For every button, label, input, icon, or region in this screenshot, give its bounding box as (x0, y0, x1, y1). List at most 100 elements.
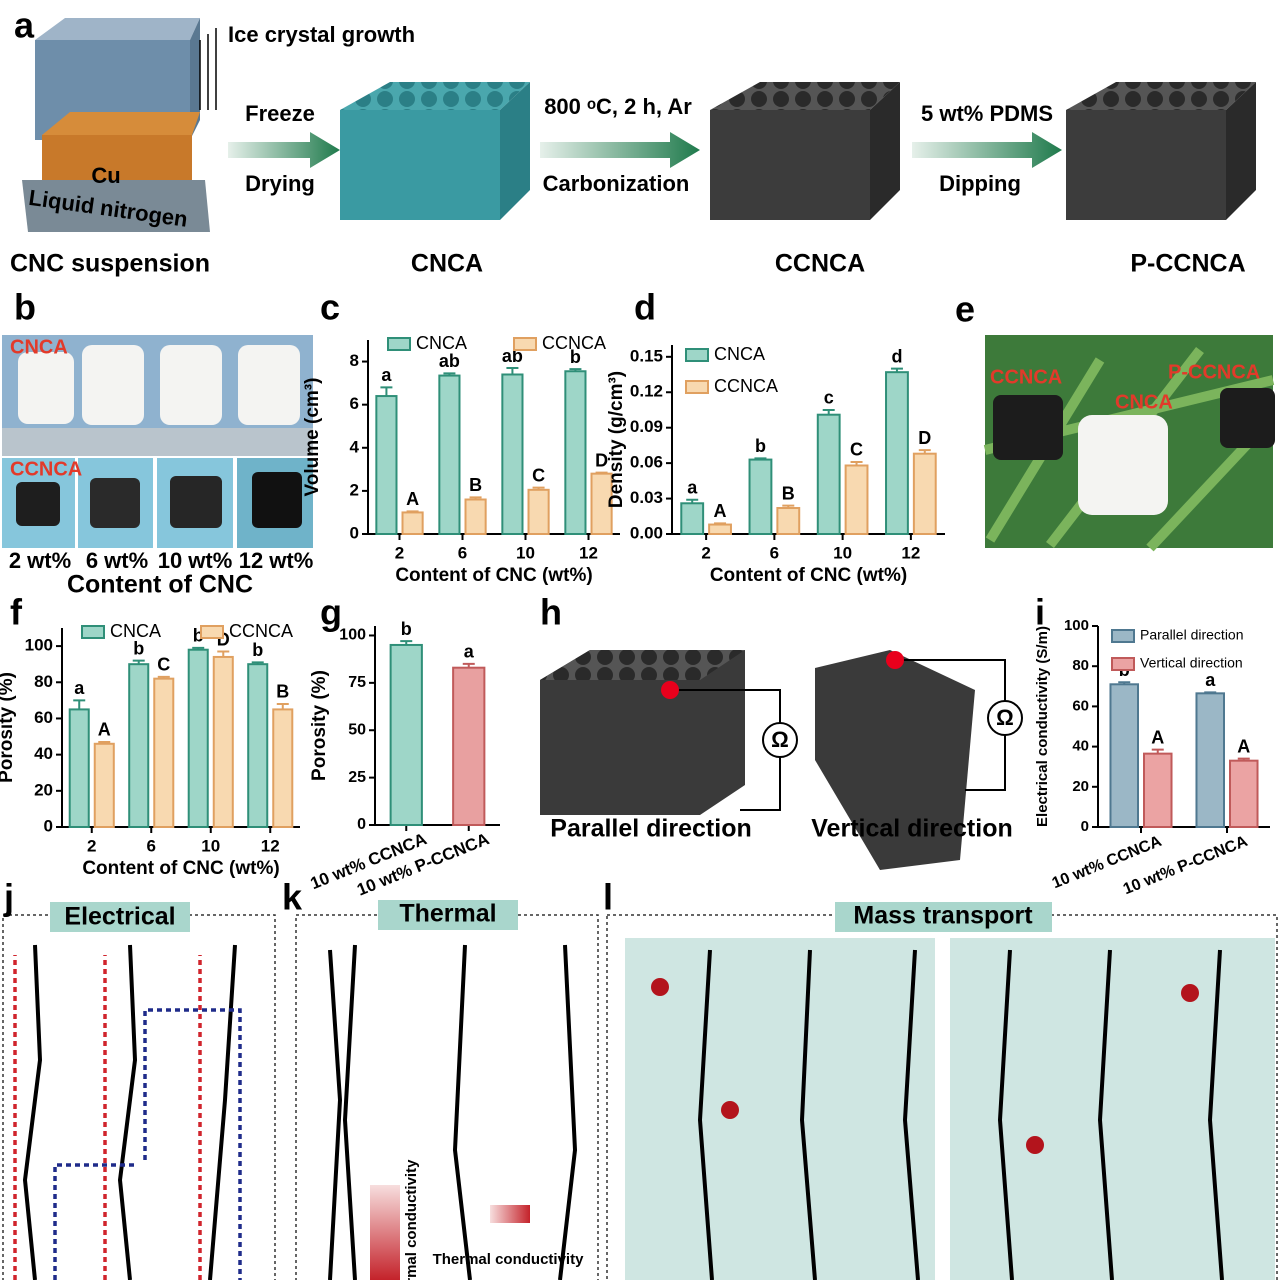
y-tick-label: 60 (34, 708, 53, 727)
y-axis-label: Porosity (%) (309, 670, 330, 781)
error-bar (569, 368, 582, 372)
gradient-arrow (490, 1205, 530, 1223)
pccnca-block (1066, 82, 1256, 220)
legend-swatch (685, 348, 709, 362)
bar (844, 464, 869, 535)
significance-letter: C (850, 440, 863, 460)
error-bar (400, 640, 413, 645)
ccnca-photos (2, 458, 313, 548)
legend-swatch (200, 625, 224, 639)
error-bar (595, 471, 608, 474)
error-bar (754, 457, 767, 460)
bg (950, 938, 1275, 1280)
bar (247, 663, 269, 828)
y-tick-label: 50 (348, 721, 366, 738)
bar (527, 488, 550, 535)
error-bar (276, 702, 289, 710)
panel-title: Mass transport (853, 902, 1033, 930)
error-bar (890, 367, 903, 373)
y-tick-label: 60 (1072, 697, 1089, 714)
significance-letter: B (782, 483, 795, 503)
y-tick-label: 25 (348, 769, 366, 786)
error-bar (782, 504, 795, 509)
sample-label: 12 wt% (239, 548, 314, 573)
bar (272, 708, 294, 829)
y-tick-label: 0.09 (630, 417, 663, 436)
error-bar (406, 510, 419, 513)
significance-letter: b (755, 436, 766, 456)
error-bar (532, 486, 545, 490)
arrow (228, 132, 340, 168)
panel-h: Ω Ω Parallel direction Vertical directio… (540, 650, 1023, 870)
arrow-label: Thermal conductivity (433, 1251, 585, 1268)
cu-slab (42, 135, 192, 180)
step-label: Dipping (939, 171, 1021, 196)
error-bar (1237, 757, 1250, 761)
significance-letter: A (406, 489, 419, 509)
significance-letter: b (401, 619, 412, 639)
x-tick-label: 10 (516, 543, 535, 562)
y-axis-label: Porosity (%) (0, 672, 17, 783)
ruler (2, 428, 313, 456)
panel-label: e (955, 289, 975, 330)
panel-label: a (14, 5, 35, 46)
error-bar (380, 386, 393, 397)
cnca-sample (1078, 415, 1168, 515)
legend-swatch (387, 337, 411, 351)
cube-side (190, 18, 200, 140)
error-bar (462, 662, 475, 668)
stage-label: CNC suspension (10, 250, 210, 278)
y-tick-label: 80 (34, 672, 53, 691)
y-tick-label: 0 (1081, 818, 1089, 835)
panel-label: h (540, 592, 562, 633)
y-tick-label: 0 (357, 816, 366, 833)
bar (438, 374, 461, 536)
legend-label: CNCA (110, 621, 161, 641)
significance-letter: a (464, 642, 475, 662)
significance-letter: b (570, 347, 581, 367)
bar (153, 677, 175, 828)
y-tick-label: 0.03 (630, 488, 663, 507)
bar (885, 371, 909, 536)
error-bar (132, 659, 145, 665)
y-tick-label: 20 (34, 780, 53, 799)
frame (2, 914, 276, 1280)
pccnca-sample (1220, 388, 1275, 448)
bar (680, 502, 705, 536)
parallel-top (540, 650, 745, 680)
bar (452, 666, 486, 827)
paths (13, 955, 242, 1280)
bar (128, 663, 150, 828)
significance-letter: A (1237, 736, 1250, 756)
y-tick-label: 0.12 (630, 382, 663, 401)
bar (375, 395, 398, 535)
x-tick-label: 2 (701, 543, 710, 562)
panel-label: f (10, 592, 23, 633)
y-tick-label: 40 (34, 744, 53, 763)
significance-letter: A (1151, 727, 1164, 747)
title-box (378, 900, 518, 930)
bar (389, 643, 423, 827)
significance-letter: D (918, 428, 931, 448)
legend-label: CCNCA (714, 376, 778, 396)
arrow-label: Thermal conductivity (403, 1159, 420, 1280)
ccnca-block (710, 82, 900, 220)
x-tick-label: 6 (770, 543, 779, 562)
panel-label: k (282, 877, 303, 918)
significance-letter: b (193, 626, 204, 646)
arrow (540, 132, 700, 168)
contact (661, 681, 679, 699)
bar (776, 507, 801, 536)
y-tick-label: 6 (350, 394, 359, 413)
ohm-symbol: Ω (771, 727, 789, 752)
significance-letter: ab (439, 351, 460, 371)
particle (651, 978, 669, 996)
bar (464, 498, 487, 535)
panels-jkl: Electrical Thermal Mass transport Therma… (2, 900, 1278, 1280)
bar (708, 523, 732, 535)
x-tick-label: 2 (395, 543, 404, 562)
cu-label: Cu (91, 163, 120, 188)
x-axis-label: Content of CNC (wt%) (395, 565, 592, 586)
step-label: Drying (245, 171, 315, 196)
